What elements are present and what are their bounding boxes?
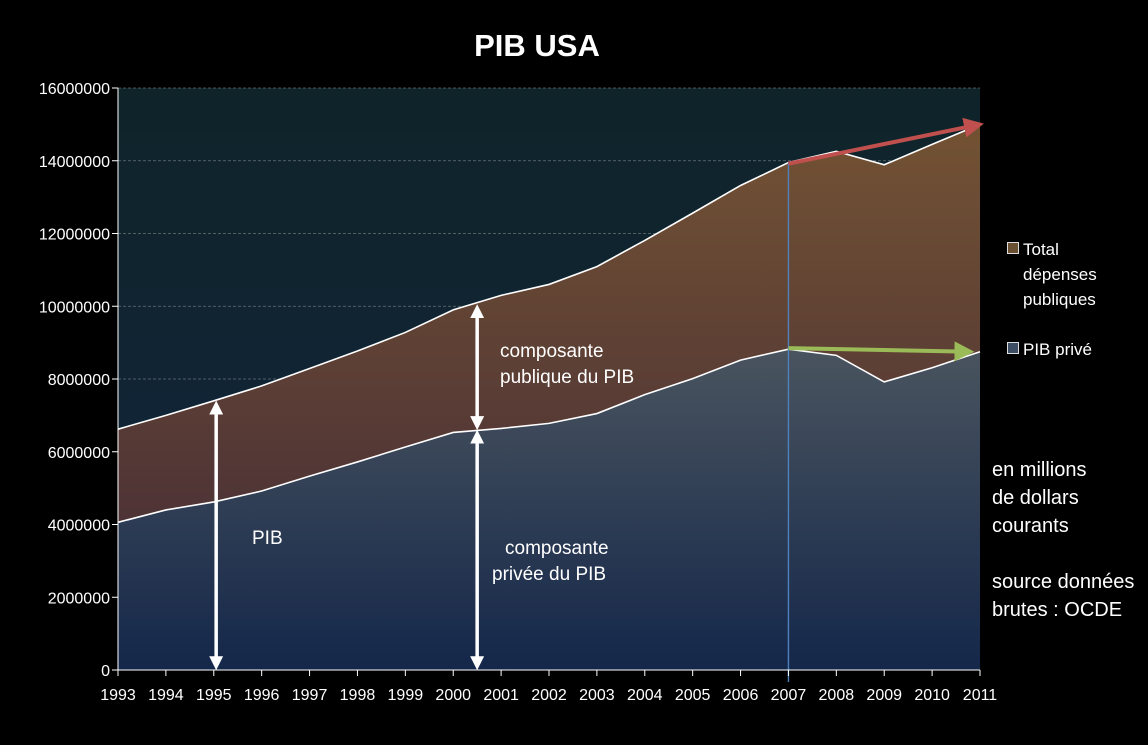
area-pib-prive <box>118 349 980 670</box>
legend-label-private: PIB privé <box>1023 340 1092 359</box>
y-tick-label: 12000000 <box>39 227 110 244</box>
y-tick-label: 6000000 <box>48 445 110 462</box>
x-tick-label: 2007 <box>771 687 807 704</box>
x-tick-label: 2001 <box>483 687 519 704</box>
legend-item-private: PIB privé <box>1007 337 1092 362</box>
x-tick-label: 1994 <box>148 687 184 704</box>
annotation-line: composante <box>500 341 604 362</box>
x-tick-label: 2008 <box>819 687 855 704</box>
x-tick-label: 1999 <box>388 687 424 704</box>
x-tick-label: 1993 <box>100 687 136 704</box>
x-tick-label: 1995 <box>196 687 232 704</box>
x-tick-label: 1998 <box>340 687 376 704</box>
x-tick-label: 2004 <box>627 687 663 704</box>
legend-item-public: Total dépenses publiques <box>1007 237 1097 312</box>
area-total-depenses-publiques <box>118 124 980 523</box>
annotation-pib: PIB <box>252 528 283 549</box>
legend-swatch-private <box>1007 342 1019 354</box>
y-tick-label: 8000000 <box>48 372 110 389</box>
units-line: de dollars <box>992 487 1079 509</box>
x-tick-label: 1996 <box>244 687 280 704</box>
area-series <box>117 123 981 670</box>
x-tick-label: 1997 <box>292 687 328 704</box>
annotation-line: composante <box>505 538 609 559</box>
legend-label-line: dépenses <box>1023 265 1097 284</box>
source-note: source données brutes : OCDE <box>992 568 1134 624</box>
annotation-public: composante publique du PIB <box>500 339 634 391</box>
axes: 0 2000000 4000000 6000000 8000000 10000000 120… <box>39 81 997 704</box>
line-total <box>117 123 981 430</box>
x-tick-label: 2010 <box>914 687 950 704</box>
source-line: source données <box>992 571 1135 593</box>
x-tick-label: 2000 <box>435 687 471 704</box>
units-line: en millions <box>992 459 1087 481</box>
trend-arrow-total <box>788 117 984 166</box>
legend-label-line: Total <box>1023 240 1059 259</box>
y-tick-label: 4000000 <box>48 518 110 535</box>
units-line: courants <box>992 515 1069 537</box>
source-line: brutes : OCDE <box>992 599 1123 621</box>
annotation-private: composante privée du PIB <box>492 536 609 588</box>
annotation-line: privée du PIB <box>492 564 607 585</box>
x-tick-label: 2006 <box>723 687 759 704</box>
y-tick-label: 14000000 <box>39 154 110 171</box>
x-tick-label: 2005 <box>675 687 711 704</box>
y-tick-label: 0 <box>101 663 110 680</box>
x-tick-label: 2003 <box>579 687 615 704</box>
annotation-arrows <box>209 117 984 682</box>
annotation-line: publique du PIB <box>500 367 635 388</box>
x-tick-label: 2009 <box>866 687 902 704</box>
legend-swatch-public <box>1007 242 1019 254</box>
y-tick-label: 16000000 <box>39 81 110 98</box>
trend-arrow-private <box>788 341 975 362</box>
line-pib-prive <box>117 348 981 524</box>
legend-label-line: publiques <box>1023 290 1096 309</box>
units-note: en millions de dollars courants <box>992 456 1086 540</box>
y-tick-label: 2000000 <box>48 590 110 607</box>
y-tick-label: 10000000 <box>39 299 110 316</box>
x-tick-label: 2002 <box>531 687 567 704</box>
chart-title: PIB USA <box>474 28 600 63</box>
x-tick-label: 2011 <box>963 687 998 704</box>
